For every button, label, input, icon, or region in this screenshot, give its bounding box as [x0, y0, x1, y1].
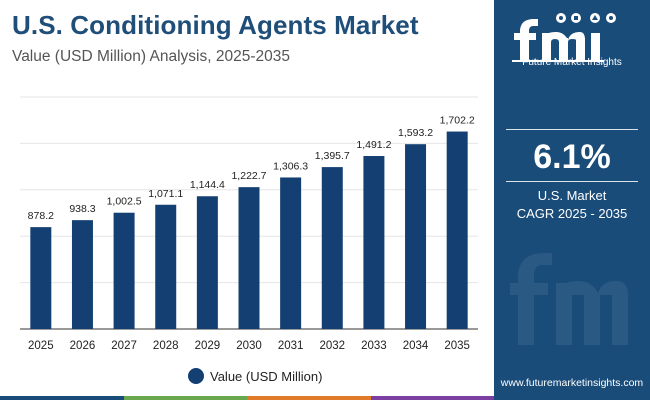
bottom-bar-segment-green	[123, 396, 247, 400]
bottom-bar-segment-orange	[247, 396, 371, 400]
legend-swatch	[188, 368, 204, 384]
bar-2032	[321, 167, 343, 329]
bar-2035	[446, 131, 468, 329]
x-tick-label-2025: 2025	[28, 340, 54, 352]
x-tick-label-2028: 2028	[153, 340, 179, 352]
x-tick-label-2027: 2027	[111, 340, 137, 352]
data-label-2029: 1,144.4	[190, 179, 225, 191]
fmi-logo-icon	[512, 13, 616, 62]
bar-chart: 878.2 2025 938.3 2026 1,002.5 2027 1,071.1 2028…	[20, 96, 478, 352]
logo-text: Future Market Insights	[522, 57, 622, 68]
page-subtitle: Value (USD Million) Analysis, 2025-2035	[12, 48, 290, 65]
page-title: U.S. Conditioning Agents Market	[12, 10, 419, 40]
data-label-2032: 1,395.7	[315, 150, 350, 162]
data-label-2034: 1,593.2	[398, 127, 433, 139]
x-tick-label-2026: 2026	[70, 340, 96, 352]
x-tick-label-2031: 2031	[278, 340, 304, 352]
x-tick-label-2030: 2030	[236, 340, 262, 352]
data-label-2035: 1,702.2	[440, 115, 475, 127]
bar-2028	[155, 204, 177, 329]
x-tick-label-2033: 2033	[361, 340, 387, 352]
bar-2025	[30, 227, 52, 329]
data-label-2025: 878.2	[28, 210, 54, 222]
data-label-2033: 1,491.2	[356, 139, 391, 151]
legend-label: Value (USD Million)	[210, 368, 323, 384]
data-label-2028: 1,071.1	[148, 188, 183, 200]
website-url: www.futuremarketinsights.com	[500, 377, 644, 389]
data-label-2031: 1,306.3	[273, 160, 308, 172]
x-tick-label-2034: 2034	[403, 340, 429, 352]
cagr-label-period: CAGR 2025 - 2035	[516, 206, 628, 221]
data-label-2030: 1,222.7	[231, 170, 266, 182]
data-label-2026: 938.3	[69, 203, 95, 215]
bar-2034	[405, 144, 427, 329]
x-tick-label-2029: 2029	[195, 340, 221, 352]
data-label-2027: 1,002.5	[107, 196, 142, 208]
x-tick-label-2032: 2032	[319, 340, 345, 352]
cagr-label-market: U.S. Market	[537, 188, 607, 203]
x-tick-label-2035: 2035	[444, 340, 470, 352]
bar-2027	[113, 212, 135, 329]
bar-2026	[71, 220, 93, 329]
bar-2029	[196, 196, 218, 329]
watermark-logo-icon	[510, 253, 628, 345]
bottom-bar-segment-purple	[370, 396, 494, 400]
bottom-color-bar	[0, 396, 494, 400]
bar-2033	[363, 156, 385, 329]
bar-2031	[280, 177, 302, 329]
chart-legend: Value (USD Million)	[188, 366, 322, 386]
sidebar-divider-middle	[506, 181, 638, 182]
cagr-value: 6.1%	[533, 138, 611, 176]
sidebar: Future Market Insights 6.1% U.S. Market …	[494, 0, 650, 400]
sidebar-divider-top	[506, 129, 638, 130]
bar-2030	[238, 187, 260, 329]
bottom-bar-segment-blue	[0, 396, 124, 400]
